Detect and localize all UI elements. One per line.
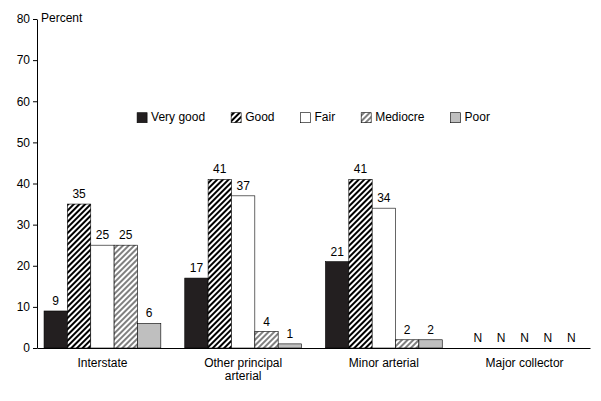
bar	[372, 208, 395, 348]
y-tick-mark	[33, 142, 37, 143]
bar	[67, 204, 90, 348]
x-tick-label: Major collector	[486, 356, 564, 370]
y-tick-label: 80	[17, 12, 31, 26]
data-label: 41	[354, 162, 368, 176]
y-tick-label: 40	[17, 177, 31, 191]
data-label: 4	[263, 315, 270, 329]
data-label: 9	[52, 294, 59, 308]
data-label: N	[474, 331, 483, 345]
data-label: N	[497, 331, 506, 345]
y-tick-mark	[33, 307, 37, 308]
y-tick: 80	[17, 12, 37, 26]
y-tick: 0	[23, 341, 37, 355]
legend-item: Poor	[451, 110, 490, 124]
y-tick-mark	[33, 348, 37, 349]
y-tick-mark	[33, 19, 37, 20]
data-label: 6	[146, 306, 153, 320]
legend-swatch	[231, 113, 241, 123]
y-tick: 60	[17, 95, 37, 109]
data-label: N	[520, 331, 529, 345]
legend-swatch	[301, 113, 311, 123]
x-tick: Interstate	[77, 348, 127, 370]
y-axis: 0 10 20 30 40 50 60 70 80	[17, 12, 38, 355]
legend: Very good Good Fair Mediocre Poor	[137, 110, 490, 124]
bar	[185, 278, 208, 348]
legend-label: Good	[245, 110, 274, 124]
bar	[419, 340, 442, 348]
y-tick-label: 50	[17, 136, 31, 150]
y-tick: 10	[17, 300, 37, 314]
bar	[231, 196, 254, 348]
bar	[325, 262, 348, 348]
y-tick-label: 0	[23, 341, 30, 355]
bar	[91, 245, 114, 348]
legend-item: Good	[231, 110, 274, 124]
x-axis-line	[38, 348, 591, 349]
bar	[137, 323, 160, 348]
bar	[396, 340, 419, 348]
y-tick-label: 30	[17, 218, 31, 232]
y-axis-line	[37, 20, 38, 349]
data-label: 2	[404, 323, 411, 337]
legend-label: Poor	[465, 110, 490, 124]
x-tick-label: Other principalarterial	[204, 356, 282, 384]
y-axis-title: Percent	[41, 11, 83, 25]
legend-label: Very good	[151, 110, 205, 124]
y-tick-mark	[33, 225, 37, 226]
plot: 9 17 21 N 35 41 41 N 25 37 34 N 25 4 2 N 6 1 2 N 0 10 20 30 40 50…	[17, 11, 591, 383]
y-tick: 70	[17, 53, 37, 67]
legend-swatch	[137, 113, 147, 123]
data-label: 25	[119, 228, 133, 242]
data-label: 37	[236, 179, 250, 193]
y-tick-label: 10	[17, 300, 31, 314]
y-tick-label: 20	[17, 259, 31, 273]
x-tick-label: Minor arterial	[349, 356, 419, 370]
data-label: N	[544, 331, 553, 345]
chart: 9 17 21 N 35 41 41 N 25 37 34 N 25 4 2 N 6 1 2 N 0 10 20 30 40 50…	[0, 0, 601, 401]
y-tick: 40	[17, 177, 37, 191]
y-tick-mark	[33, 266, 37, 267]
x-axis: Interstate Other principalarterial Minor a…	[38, 348, 591, 383]
bar	[255, 332, 278, 348]
legend-label: Fair	[315, 110, 336, 124]
y-tick-label: 70	[17, 53, 31, 67]
bars	[44, 179, 442, 348]
x-tick-label: Interstate	[77, 356, 127, 370]
bar	[114, 245, 137, 348]
x-tick: Other principalarterial	[204, 348, 282, 383]
y-tick-mark	[33, 184, 37, 185]
x-tick: Minor arterial	[349, 348, 419, 370]
data-label: 35	[72, 187, 86, 201]
y-tick: 20	[17, 259, 37, 273]
data-label: 17	[190, 261, 204, 275]
legend-item: Very good	[137, 110, 205, 124]
data-label: 25	[96, 228, 110, 242]
bar	[278, 344, 301, 348]
data-label: 21	[330, 245, 344, 259]
bar	[44, 311, 67, 348]
legend-item: Fair	[301, 110, 336, 124]
y-tick: 50	[17, 136, 37, 150]
bar	[208, 179, 231, 348]
legend-swatch	[451, 113, 461, 123]
legend-label: Mediocre	[375, 110, 425, 124]
data-labels: 9 17 21 N 35 41 41 N 25 37 34 N 25 4 2 N 6 1 2 N	[52, 162, 575, 345]
legend-item: Mediocre	[361, 110, 425, 124]
y-tick: 30	[17, 218, 37, 232]
data-label: 1	[287, 327, 294, 341]
legend-swatch	[361, 113, 371, 123]
bar	[349, 179, 372, 348]
data-label: N	[567, 331, 576, 345]
data-label: 34	[377, 191, 391, 205]
y-tick-label: 60	[17, 95, 31, 109]
data-label: 41	[213, 162, 227, 176]
data-label: 2	[427, 323, 434, 337]
y-tick-mark	[33, 101, 37, 102]
x-tick: Major collector	[486, 348, 564, 370]
y-tick-mark	[33, 60, 37, 61]
